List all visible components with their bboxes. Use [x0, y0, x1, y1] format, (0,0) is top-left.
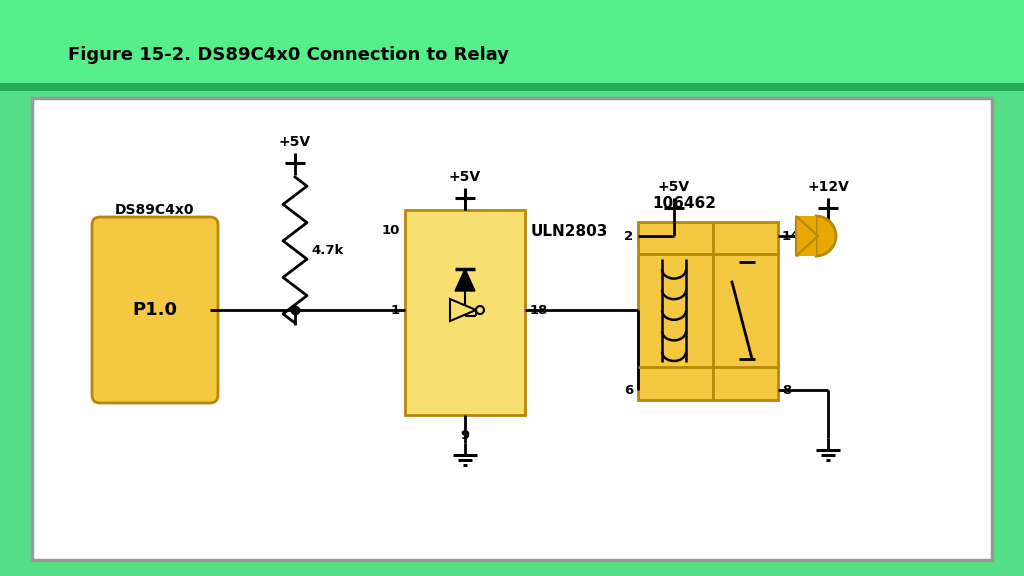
Polygon shape: [450, 299, 476, 321]
Text: P1.0: P1.0: [132, 301, 177, 319]
Text: Figure 15-2. DS89C4x0 Connection to Relay: Figure 15-2. DS89C4x0 Connection to Rela…: [68, 46, 509, 64]
FancyBboxPatch shape: [92, 217, 218, 403]
Polygon shape: [455, 269, 475, 291]
Text: DS89C4x0: DS89C4x0: [116, 203, 195, 217]
Text: 8: 8: [782, 384, 792, 396]
Bar: [0, 0, 1024, 88]
Text: 9: 9: [461, 429, 470, 442]
FancyBboxPatch shape: [638, 222, 778, 400]
FancyBboxPatch shape: [796, 216, 816, 256]
Wedge shape: [816, 216, 836, 256]
Text: 10: 10: [382, 223, 400, 237]
Text: ULN2803: ULN2803: [531, 225, 608, 240]
FancyBboxPatch shape: [32, 98, 992, 560]
Text: +5V: +5V: [279, 135, 311, 149]
Text: 1: 1: [391, 304, 400, 316]
Text: +5V: +5V: [449, 170, 481, 184]
FancyBboxPatch shape: [406, 210, 525, 415]
Polygon shape: [796, 216, 818, 256]
Text: 6: 6: [624, 384, 633, 396]
Text: 18: 18: [530, 304, 549, 316]
Text: 2: 2: [624, 229, 633, 242]
Text: +5V: +5V: [658, 180, 690, 194]
Text: 106462: 106462: [652, 196, 716, 211]
Text: 14: 14: [782, 229, 801, 242]
Text: 4.7k: 4.7k: [311, 244, 343, 256]
Text: +12V: +12V: [807, 180, 849, 194]
Bar: [0, 83, 1024, 91]
